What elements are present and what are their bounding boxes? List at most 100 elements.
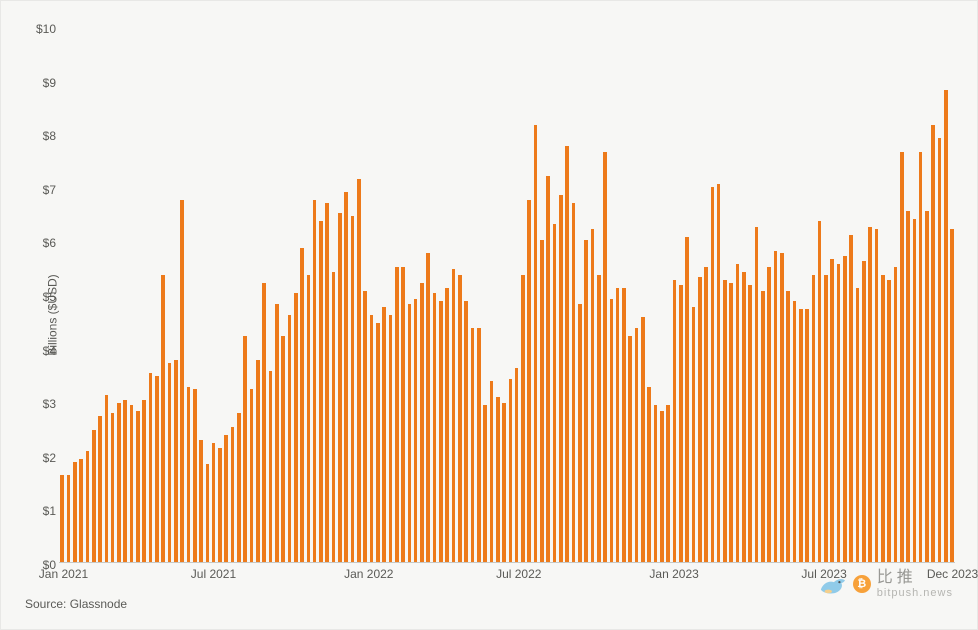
bar bbox=[610, 299, 614, 563]
bar bbox=[729, 283, 733, 563]
bar bbox=[363, 291, 367, 563]
bar bbox=[591, 229, 595, 563]
x-axis-baseline bbox=[59, 562, 955, 563]
x-tick-label: Jan 2023 bbox=[649, 567, 698, 581]
bar bbox=[931, 125, 935, 563]
bar bbox=[117, 403, 121, 563]
bar bbox=[307, 275, 311, 563]
y-tick-label: $3 bbox=[26, 397, 56, 411]
bar bbox=[149, 373, 153, 563]
bar bbox=[887, 280, 891, 563]
bar bbox=[767, 267, 771, 563]
bar bbox=[256, 360, 260, 563]
bar bbox=[73, 462, 77, 563]
bar bbox=[174, 360, 178, 563]
watermark: ₿ 比推 bitpush.news bbox=[817, 569, 953, 599]
bar bbox=[458, 275, 462, 563]
bar bbox=[938, 138, 942, 563]
bar bbox=[761, 291, 765, 563]
bar bbox=[685, 237, 689, 563]
bar bbox=[269, 371, 273, 563]
bar bbox=[509, 379, 513, 563]
bar bbox=[370, 315, 374, 563]
bar bbox=[711, 187, 715, 563]
bar bbox=[123, 400, 127, 563]
bar bbox=[843, 256, 847, 563]
bar bbox=[420, 283, 424, 563]
y-tick-label: $8 bbox=[26, 129, 56, 143]
bar bbox=[414, 299, 418, 563]
bar bbox=[218, 448, 222, 563]
watermark-url: bitpush.news bbox=[877, 587, 953, 599]
bar bbox=[647, 387, 651, 563]
bar bbox=[622, 288, 626, 563]
bar bbox=[433, 293, 437, 563]
bar bbox=[881, 275, 885, 563]
bar bbox=[559, 195, 563, 563]
bar bbox=[294, 293, 298, 563]
bar bbox=[187, 387, 191, 563]
bar bbox=[344, 192, 348, 563]
bar bbox=[212, 443, 216, 563]
bar bbox=[717, 184, 721, 563]
bar bbox=[130, 405, 134, 563]
bar bbox=[666, 405, 670, 563]
bar bbox=[565, 146, 569, 563]
bar bbox=[161, 275, 165, 563]
bar bbox=[862, 261, 866, 563]
y-tick-label: $9 bbox=[26, 76, 56, 90]
bar bbox=[237, 413, 241, 563]
bar bbox=[774, 251, 778, 563]
bar bbox=[382, 307, 386, 563]
x-tick-label: Jul 2022 bbox=[496, 567, 541, 581]
bar bbox=[546, 176, 550, 563]
bar bbox=[105, 395, 109, 563]
bar bbox=[913, 219, 917, 563]
bar bbox=[641, 317, 645, 563]
bar bbox=[944, 90, 948, 563]
y-tick-label: $4 bbox=[26, 344, 56, 358]
bar bbox=[243, 336, 247, 563]
y-tick-label: $6 bbox=[26, 236, 56, 250]
bar bbox=[654, 405, 658, 563]
bar bbox=[736, 264, 740, 563]
bar bbox=[875, 229, 879, 563]
bar bbox=[224, 435, 228, 563]
bar bbox=[540, 240, 544, 563]
bar bbox=[572, 203, 576, 563]
bar bbox=[199, 440, 203, 563]
bar bbox=[704, 267, 708, 563]
bar bbox=[281, 336, 285, 563]
bar bbox=[925, 211, 929, 563]
bar bbox=[616, 288, 620, 563]
watermark-text: 比推 bitpush.news bbox=[877, 569, 953, 599]
bar bbox=[79, 459, 83, 563]
bar bbox=[698, 277, 702, 563]
bar bbox=[262, 283, 266, 563]
bar bbox=[742, 272, 746, 563]
y-tick-label: $5 bbox=[26, 290, 56, 304]
bar bbox=[275, 304, 279, 563]
bar bbox=[483, 405, 487, 563]
plot-area bbox=[59, 29, 955, 563]
bar bbox=[111, 413, 115, 563]
bar bbox=[786, 291, 790, 563]
bar bbox=[136, 411, 140, 563]
bar bbox=[635, 328, 639, 563]
bar bbox=[628, 336, 632, 563]
bar bbox=[193, 389, 197, 563]
bitcoin-icon: ₿ bbox=[853, 575, 871, 593]
bar bbox=[515, 368, 519, 563]
bar bbox=[868, 227, 872, 563]
bar bbox=[502, 403, 506, 563]
bar bbox=[180, 200, 184, 563]
chart-container: Billions ($USD) $0$1$2$3$4$5$6$7$8$9$10 … bbox=[0, 0, 978, 630]
bar bbox=[439, 301, 443, 563]
bar bbox=[92, 430, 96, 564]
bar bbox=[471, 328, 475, 563]
bar bbox=[288, 315, 292, 563]
bar bbox=[900, 152, 904, 563]
bar bbox=[60, 475, 64, 563]
bar bbox=[553, 224, 557, 563]
bar bbox=[325, 203, 329, 563]
